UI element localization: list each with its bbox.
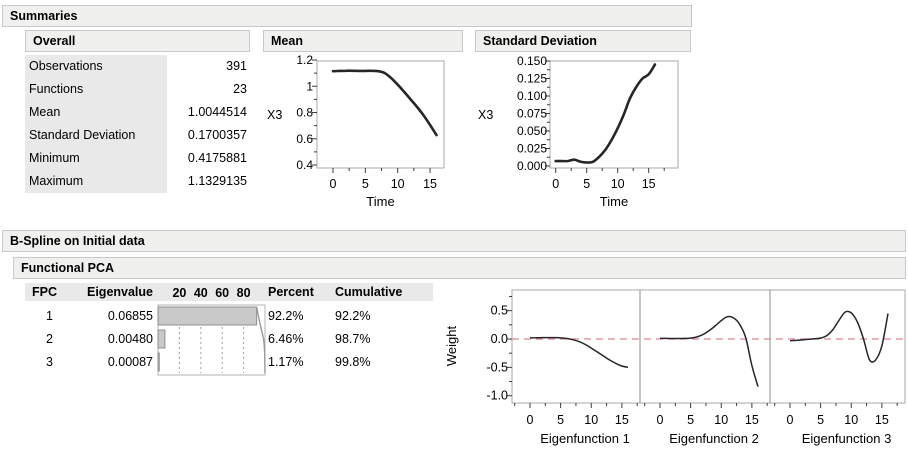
stat-value: 0.1700357 (187, 128, 247, 142)
overall-table: Observations 391 Functions 23 Mean 1.004… (25, 55, 250, 193)
svg-text:Time: Time (366, 194, 394, 209)
svg-text:0.8: 0.8 (296, 106, 313, 120)
cumulative-cell: 92.2% (335, 309, 371, 323)
stat-label: Minimum (25, 147, 167, 170)
functional-pca-header[interactable]: Functional PCA (13, 257, 906, 279)
percent-cell: 92.2% (268, 309, 304, 323)
svg-text:Eigenfunction 1: Eigenfunction 1 (540, 431, 630, 446)
svg-text:0.125: 0.125 (517, 72, 547, 86)
svg-text:10: 10 (714, 413, 728, 427)
percent-column-header: Percent (268, 285, 314, 299)
table-row: Observations 391 (25, 55, 250, 78)
svg-text:80: 80 (237, 286, 251, 300)
svg-text:15: 15 (745, 413, 759, 427)
svg-text:5: 5 (557, 413, 564, 427)
svg-text:0.5: 0.5 (491, 304, 508, 318)
stat-label: Observations (25, 55, 167, 78)
mean-header[interactable]: Mean (263, 30, 463, 52)
svg-text:5: 5 (583, 177, 590, 191)
svg-text:15: 15 (423, 177, 437, 191)
svg-text:1: 1 (306, 79, 313, 93)
fpc-cell: 2 (46, 332, 53, 346)
eigenvalue-bar-chart: 20 40 60 80 (157, 286, 266, 376)
svg-text:0.6: 0.6 (296, 132, 313, 146)
percent-cell: 6.46% (268, 332, 304, 346)
svg-text:Eigenfunction 3: Eigenfunction 3 (802, 431, 892, 446)
svg-text:0.0: 0.0 (491, 332, 508, 346)
svg-text:10: 10 (584, 413, 598, 427)
svg-text:-0.5: -0.5 (486, 360, 508, 374)
svg-text:0: 0 (552, 177, 559, 191)
fpc-cell: 3 (46, 355, 53, 369)
table-row: Standard Deviation 0.1700357 (25, 124, 250, 147)
eigenvalue-cell: 0.06855 (107, 309, 153, 323)
stat-value: 23 (233, 82, 247, 96)
percent-cell: 1.17% (268, 355, 304, 369)
overall-header[interactable]: Overall (25, 30, 250, 52)
svg-text:0.050: 0.050 (517, 124, 547, 138)
stat-value: 1.1329135 (187, 174, 247, 188)
table-row: Minimum 0.4175881 (25, 147, 250, 170)
std-dev-header[interactable]: Standard Deviation (475, 30, 691, 52)
fpca-table-header-strip (25, 283, 433, 301)
svg-text:0.4: 0.4 (296, 158, 313, 172)
svg-text:0.025: 0.025 (517, 142, 547, 156)
table-row: Functions 23 (25, 78, 250, 101)
eigenfunction-plots: 0.5 0.0 -0.5 -1.0 Weight 0 5 10 15 Eigenfunction … (444, 289, 906, 446)
svg-text:15: 15 (615, 413, 629, 427)
svg-text:15: 15 (642, 177, 656, 191)
svg-text:20: 20 (172, 286, 186, 300)
svg-text:5: 5 (687, 413, 694, 427)
eigenvalue-cell: 0.00480 (107, 332, 153, 346)
stat-value: 391 (226, 59, 247, 73)
cumulative-cell: 99.8% (335, 355, 371, 369)
svg-text:40: 40 (194, 286, 208, 300)
summaries-outline-header[interactable]: Summaries (2, 5, 692, 27)
cumulative-column-header: Cumulative (335, 285, 403, 299)
mean-plot: 1.2 1 0.8 0.6 0.4 0 5 10 15 X3 Time (267, 53, 445, 209)
svg-text:10: 10 (391, 177, 405, 191)
cumulative-cell: 98.7% (335, 332, 371, 346)
svg-text:5: 5 (362, 177, 369, 191)
svg-text:0: 0 (330, 177, 337, 191)
svg-text:0.075: 0.075 (517, 107, 547, 121)
stat-label: Standard Deviation (25, 124, 167, 147)
svg-text:Weight: Weight (444, 326, 459, 367)
svg-text:Eigenfunction 2: Eigenfunction 2 (669, 431, 759, 446)
svg-text:1.2: 1.2 (296, 53, 313, 67)
svg-text:10: 10 (611, 177, 625, 191)
svg-text:0: 0 (657, 413, 664, 427)
table-row: Mean 1.0044514 (25, 101, 250, 124)
bspline-outline-header[interactable]: B-Spline on Initial data (2, 230, 906, 252)
stat-label: Mean (25, 101, 167, 124)
stat-label: Maximum (25, 170, 167, 193)
svg-text:15: 15 (875, 413, 889, 427)
svg-text:10: 10 (844, 413, 858, 427)
svg-text:0.000: 0.000 (517, 159, 547, 173)
stat-value: 1.0044514 (187, 105, 247, 119)
svg-text:5: 5 (817, 413, 824, 427)
svg-text:0.150: 0.150 (517, 54, 547, 68)
svg-text:-1.0: -1.0 (486, 389, 508, 403)
fpc-cell: 1 (46, 309, 53, 323)
svg-text:X3: X3 (267, 108, 282, 122)
svg-text:0.100: 0.100 (517, 89, 547, 103)
std-dev-plot: 0.150 0.125 0.100 0.075 0.050 0.025 0.000 0 5 10 1… (478, 54, 679, 209)
eigenvalue-cell: 0.00087 (107, 355, 153, 369)
svg-text:X3: X3 (478, 108, 493, 122)
eigenvalue-column-header: Eigenvalue (87, 285, 153, 299)
stat-value: 0.4175881 (187, 151, 247, 165)
svg-text:Time: Time (600, 194, 628, 209)
svg-text:0: 0 (527, 413, 534, 427)
stat-label: Functions (25, 78, 167, 101)
svg-text:0: 0 (787, 413, 794, 427)
svg-text:60: 60 (215, 286, 229, 300)
table-row: Maximum 1.1329135 (25, 170, 250, 193)
fpc-column-header: FPC (32, 285, 57, 299)
